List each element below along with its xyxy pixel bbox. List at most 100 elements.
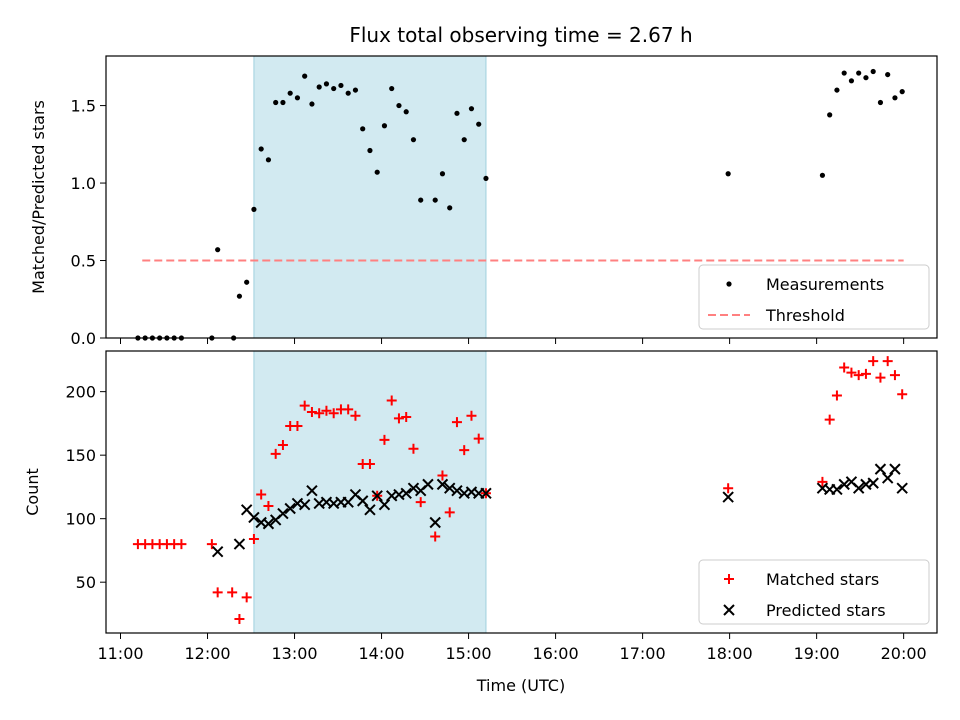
matched-stars-point bbox=[227, 587, 238, 598]
measurements-point bbox=[338, 82, 344, 89]
matched-stars-point bbox=[459, 445, 470, 456]
shaded-interval bbox=[253, 56, 486, 338]
x-tick-label: 12:00 bbox=[184, 644, 230, 663]
matched-stars-point bbox=[248, 534, 259, 544]
measurements-point bbox=[892, 95, 898, 101]
matched-stars-point bbox=[256, 489, 267, 500]
measurements-point bbox=[396, 102, 402, 109]
plot-frame bbox=[105, 55, 938, 339]
y-tick-label: 0.5 bbox=[71, 252, 96, 271]
predicted-stars-point bbox=[298, 498, 311, 511]
legend-box bbox=[698, 264, 930, 330]
predicted-stars-point bbox=[874, 463, 887, 475]
x-tick-label: 13:00 bbox=[271, 644, 317, 663]
legend-marker bbox=[723, 604, 735, 616]
predicted-stars-point bbox=[480, 487, 492, 499]
panel-ratio: 0.0 0.5 1.0 1.5 Measurements Threshold bbox=[71, 55, 938, 348]
measurements-point bbox=[316, 84, 322, 90]
predicted-stars-point bbox=[451, 485, 463, 497]
chart-title: Flux total observing time = 2.67 h bbox=[349, 23, 692, 47]
legend-box bbox=[698, 559, 930, 625]
measurements-point bbox=[236, 293, 243, 299]
measurements-point bbox=[899, 89, 905, 95]
measurements-point bbox=[432, 197, 438, 203]
x-tick-label: 17:00 bbox=[620, 644, 666, 663]
predicted-stars-point bbox=[371, 490, 383, 502]
panel-count: 50 100 150 200 11:00 12:00 13:00 14:00 15:00 16:0… bbox=[65, 350, 938, 663]
matched-stars-point bbox=[868, 356, 879, 367]
measurements-point bbox=[302, 73, 308, 79]
matched-stars-point bbox=[437, 470, 448, 481]
measurements-point bbox=[827, 112, 833, 118]
predicted-stars-point bbox=[422, 478, 434, 491]
measurements-point bbox=[345, 90, 351, 96]
top-panel-y-axis-label: Matched/Predicted stars bbox=[29, 100, 48, 294]
matched-stars-point bbox=[415, 497, 426, 508]
matched-stars-point bbox=[386, 395, 397, 406]
matched-stars-point bbox=[306, 406, 317, 417]
matched-stars-point bbox=[176, 539, 187, 550]
matched-stars-point bbox=[466, 410, 477, 421]
y-tick-label: 150 bbox=[65, 446, 96, 465]
matched-stars-point bbox=[839, 362, 850, 373]
legend-marker bbox=[724, 574, 734, 584]
legend: Measurements Threshold bbox=[698, 264, 930, 330]
matched-stars-point bbox=[212, 587, 223, 598]
measurements-point bbox=[280, 99, 286, 106]
matched-stars-point bbox=[882, 356, 893, 367]
legend-label: Predicted stars bbox=[766, 601, 886, 620]
matched-stars-point bbox=[408, 443, 419, 454]
predicted-stars-point bbox=[356, 495, 369, 507]
matched-stars-point bbox=[846, 367, 857, 378]
measurements-point bbox=[468, 106, 475, 112]
predicted-stars-point bbox=[436, 478, 449, 491]
matched-stars-point bbox=[292, 420, 303, 431]
matched-stars-point bbox=[350, 410, 361, 421]
y-tick-label: 200 bbox=[65, 383, 96, 402]
x-tick-label: 16:00 bbox=[533, 644, 579, 663]
legend-label: Threshold bbox=[765, 306, 845, 325]
measurements-point bbox=[819, 172, 826, 178]
plot-frame bbox=[105, 350, 938, 634]
matched-stars-point bbox=[889, 370, 900, 381]
matched-stars-point bbox=[473, 433, 484, 444]
shaded-interval bbox=[253, 351, 486, 633]
predicted-stars-point bbox=[889, 463, 901, 475]
matched-stars-point bbox=[860, 368, 871, 379]
matched-stars-point bbox=[241, 592, 252, 603]
measurements-point bbox=[439, 171, 446, 177]
measurements-point bbox=[870, 68, 876, 75]
predicted-stars-point bbox=[378, 498, 391, 511]
legend-label: Measurements bbox=[766, 275, 884, 294]
measurements-point bbox=[418, 197, 424, 203]
x-tick-label: 18:00 bbox=[707, 644, 753, 663]
matched-stars-point bbox=[401, 412, 412, 423]
measurements-point bbox=[367, 147, 373, 154]
matched-stars-point bbox=[379, 434, 390, 445]
measurements-point bbox=[410, 137, 417, 143]
measurements-point bbox=[403, 109, 409, 115]
measurements-point bbox=[476, 121, 482, 127]
x-tick-label: 19:00 bbox=[794, 644, 840, 663]
predicted-stars-point bbox=[248, 511, 260, 524]
matched-stars-point bbox=[364, 459, 375, 470]
predicted-stars-point bbox=[831, 483, 843, 496]
predicted-stars-point bbox=[852, 482, 865, 494]
matched-stars-point bbox=[824, 414, 835, 425]
matched-stars-point bbox=[723, 483, 734, 494]
measurements-point bbox=[294, 95, 301, 101]
matched-stars-point bbox=[263, 500, 274, 511]
measurements-point bbox=[265, 157, 272, 163]
measurements-point bbox=[389, 85, 395, 92]
plot-layer: 0.0 0.5 1.0 1.5 Measurements Threshold 50 100 15… bbox=[65, 55, 938, 663]
matched-stars-point bbox=[277, 440, 288, 450]
matched-stars-point bbox=[321, 405, 332, 416]
predicted-stars-point bbox=[306, 485, 318, 497]
y-tick-label: 1.5 bbox=[71, 97, 96, 116]
bottom-panel-y-axis-label: Count bbox=[23, 468, 42, 516]
predicted-stars-point bbox=[233, 538, 246, 550]
matched-stars-point bbox=[430, 531, 441, 542]
x-tick-label: 11:00 bbox=[97, 644, 143, 663]
measurements-point bbox=[725, 171, 731, 177]
matched-stars-point bbox=[451, 417, 462, 428]
